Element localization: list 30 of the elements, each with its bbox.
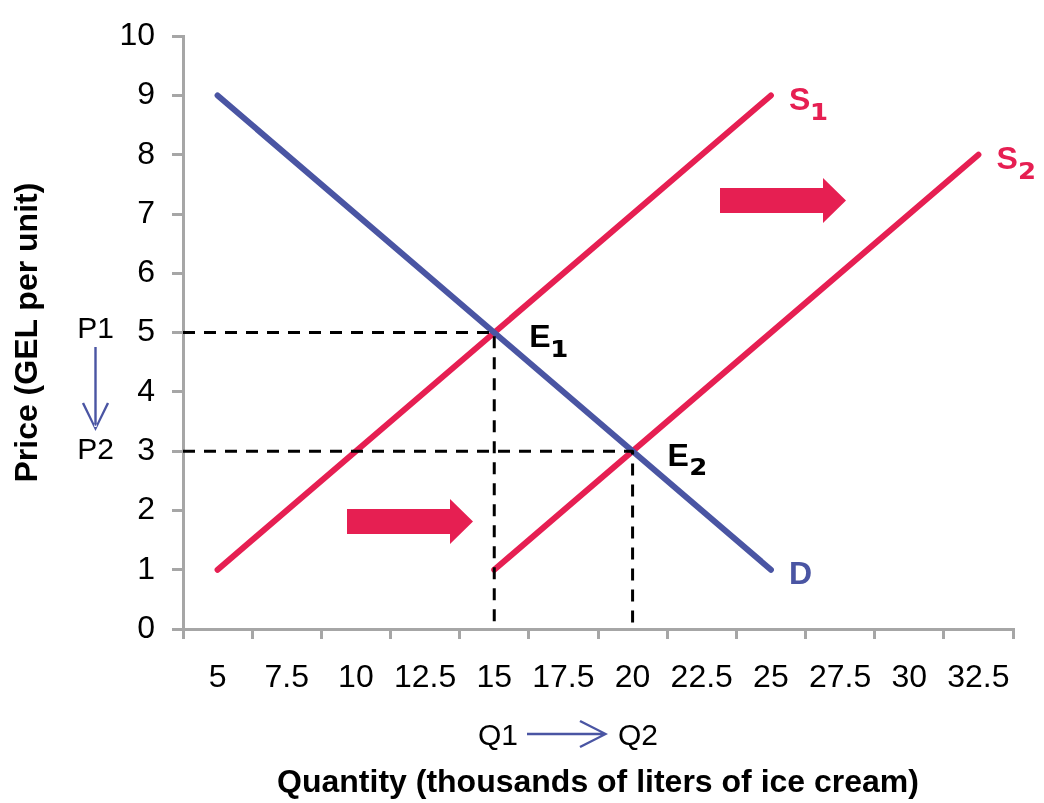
x-tick-label: 30 — [891, 658, 928, 695]
y-tick-label: 1 — [137, 549, 155, 586]
y-tick-label: 8 — [137, 134, 155, 171]
x-tick-label: 15 — [476, 658, 513, 695]
text: Q1 — [477, 717, 519, 751]
series-label: D — [788, 555, 813, 592]
x-tick-label: 32.5 — [947, 658, 1010, 695]
x-axis-title: Quantity (thousands of liters of ice cream) — [277, 762, 919, 799]
y-tick-label: 9 — [137, 75, 155, 112]
x-tick-label: 22.5 — [670, 658, 733, 695]
text: P1 — [77, 310, 115, 344]
y-tick-label: 6 — [137, 253, 155, 290]
y-tick-label: 7 — [137, 193, 155, 230]
y-tick-label: 2 — [137, 490, 155, 527]
x-tick-label: 12.5 — [393, 658, 457, 695]
x-tick-label: 27.5 — [808, 658, 872, 695]
text: Q2 — [617, 717, 659, 751]
y-tick-label: 3 — [137, 430, 155, 467]
x-tick-label: 20 — [614, 658, 651, 695]
x-tick-label: 10 — [338, 658, 374, 695]
y-tick-label: 4 — [137, 371, 155, 408]
x-tick-label: 5 — [208, 658, 227, 695]
y-axis-title: Price (GEL per unit) — [8, 182, 45, 483]
x-tick-label: 7.5 — [264, 658, 309, 695]
text: P2 — [77, 431, 115, 465]
y-tick-label: 10 — [119, 16, 155, 53]
x-tick-label: 17.5 — [532, 658, 595, 695]
y-tick-label: 5 — [137, 312, 155, 349]
y-tick-label: 0 — [137, 608, 155, 645]
x-tick-label: 25 — [753, 658, 789, 695]
